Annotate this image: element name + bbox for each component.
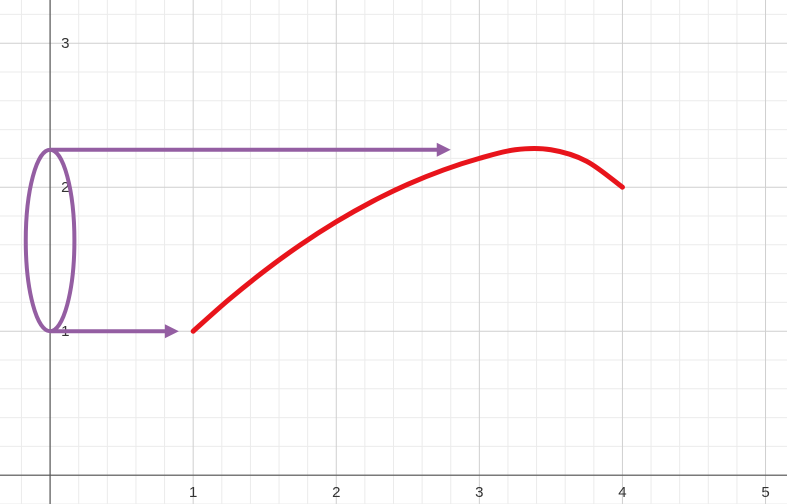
annotations [23, 142, 451, 339]
x-tick-label: 1 [189, 484, 197, 501]
x-tick-label: 3 [475, 484, 483, 501]
series-layer [190, 146, 625, 334]
x-tick-label: 2 [332, 484, 340, 501]
function-curve [190, 146, 625, 334]
y-tick-label: 2 [61, 179, 69, 196]
arrow-head [164, 324, 179, 339]
tick-labels: 12345123 [61, 35, 770, 501]
arrow-head [436, 142, 451, 157]
y-tick-label: 3 [61, 35, 69, 52]
x-tick-label: 5 [761, 484, 769, 501]
x-tick-label: 4 [618, 484, 626, 501]
